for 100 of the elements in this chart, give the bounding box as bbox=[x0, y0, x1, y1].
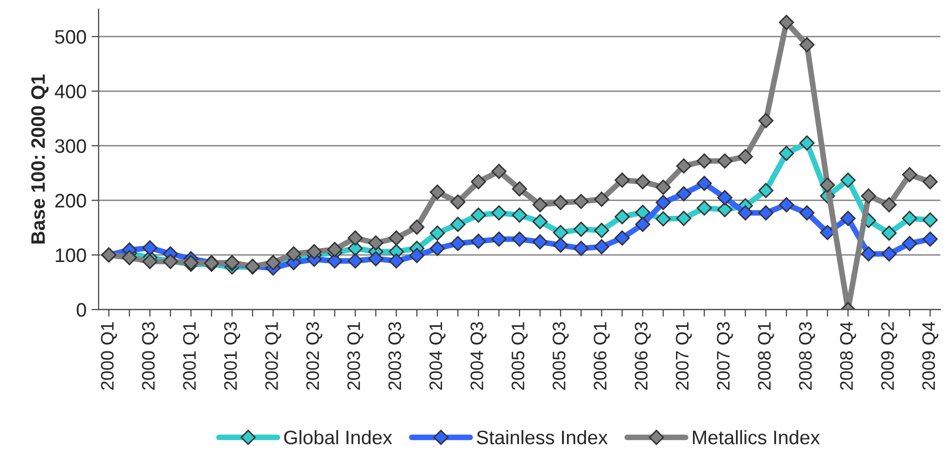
point bbox=[882, 246, 897, 262]
point bbox=[799, 37, 815, 52]
x-tick-label: 2000 Q3 bbox=[142, 322, 158, 390]
point bbox=[532, 214, 548, 230]
x-tick-label: 2009 Q2 bbox=[881, 322, 898, 390]
point bbox=[717, 202, 732, 218]
point bbox=[553, 224, 568, 240]
point bbox=[512, 181, 528, 196]
point bbox=[758, 182, 774, 198]
y-tick-label: 0 bbox=[76, 303, 86, 317]
point bbox=[450, 216, 466, 232]
point bbox=[696, 153, 712, 169]
point bbox=[717, 190, 732, 206]
point bbox=[532, 197, 548, 212]
point bbox=[922, 232, 938, 247]
point bbox=[142, 254, 158, 270]
point bbox=[676, 186, 692, 202]
point bbox=[902, 236, 918, 252]
point bbox=[696, 176, 712, 191]
point bbox=[327, 253, 342, 269]
point bbox=[266, 255, 281, 270]
x-tick-label: 2006 Q3 bbox=[634, 322, 651, 390]
point bbox=[635, 174, 650, 190]
point bbox=[306, 244, 322, 260]
y-tick-label: 200 bbox=[55, 194, 86, 208]
point bbox=[902, 167, 918, 182]
x-tick-label: 2002 Q1 bbox=[265, 322, 282, 390]
point bbox=[840, 172, 856, 188]
legend-label: Global Index bbox=[284, 430, 392, 444]
point bbox=[614, 172, 630, 188]
point bbox=[840, 210, 856, 226]
point bbox=[614, 209, 630, 224]
point bbox=[635, 216, 650, 232]
point bbox=[882, 226, 897, 241]
legend-label: Stainless Index bbox=[476, 430, 608, 444]
point bbox=[676, 158, 692, 174]
point bbox=[676, 210, 692, 226]
x-tick-label: 2008 Q3 bbox=[799, 322, 816, 390]
point bbox=[450, 236, 466, 252]
point bbox=[491, 164, 507, 179]
point bbox=[450, 194, 466, 210]
point bbox=[594, 192, 610, 207]
point bbox=[799, 135, 815, 151]
x-tick-label: 2002 Q3 bbox=[306, 322, 322, 390]
point bbox=[778, 14, 794, 30]
x-tick-label: 2004 Q3 bbox=[470, 322, 487, 390]
point bbox=[594, 239, 610, 254]
point bbox=[286, 246, 302, 262]
point bbox=[820, 177, 836, 193]
point bbox=[922, 212, 938, 228]
point bbox=[902, 210, 918, 226]
point bbox=[470, 234, 486, 249]
y-tick-label: 500 bbox=[55, 30, 86, 44]
point bbox=[430, 240, 445, 256]
point bbox=[532, 234, 548, 250]
x-tick-label: 2005 Q1 bbox=[512, 322, 528, 390]
x-tick-label: 2003 Q3 bbox=[388, 322, 404, 390]
point bbox=[512, 208, 528, 223]
x-tick-label: 2006 Q1 bbox=[594, 322, 610, 390]
point bbox=[656, 211, 671, 226]
x-tick-label: 2000 Q1 bbox=[100, 322, 117, 390]
point bbox=[491, 232, 507, 247]
point bbox=[512, 232, 528, 247]
y-tick-label: 400 bbox=[54, 84, 86, 98]
x-tick-label: 2004 Q1 bbox=[429, 322, 446, 390]
point bbox=[388, 230, 404, 246]
point bbox=[656, 194, 671, 210]
point bbox=[368, 235, 384, 250]
x-tick-label: 2008 Q4 bbox=[840, 322, 856, 390]
y-tick-label: 300 bbox=[55, 139, 86, 153]
point bbox=[635, 204, 650, 220]
point bbox=[327, 242, 342, 258]
point bbox=[553, 238, 568, 253]
x-tick-label: 2005 Q3 bbox=[552, 322, 569, 390]
point bbox=[882, 197, 897, 212]
x-tick-label: 2003 Q1 bbox=[347, 322, 364, 390]
point bbox=[470, 174, 486, 190]
point bbox=[122, 250, 137, 266]
point bbox=[430, 184, 445, 200]
point bbox=[430, 226, 445, 241]
point bbox=[491, 205, 507, 220]
point bbox=[368, 251, 384, 266]
point bbox=[142, 240, 158, 256]
point bbox=[738, 149, 753, 164]
point bbox=[594, 222, 610, 238]
y-axis-title: Base 100: 2000 Q1 bbox=[31, 74, 49, 244]
point bbox=[656, 180, 671, 195]
x-tick-label: 2009 Q4 bbox=[922, 322, 938, 390]
point bbox=[778, 197, 794, 212]
point bbox=[758, 205, 774, 220]
legend-label: Metallics Index bbox=[693, 430, 820, 444]
point bbox=[860, 246, 876, 262]
point bbox=[574, 240, 589, 256]
point bbox=[348, 230, 363, 246]
point bbox=[799, 205, 815, 220]
point bbox=[717, 153, 732, 169]
point bbox=[574, 222, 589, 237]
y-tick-label: 100 bbox=[56, 248, 86, 262]
point bbox=[758, 113, 774, 128]
point bbox=[470, 208, 486, 223]
